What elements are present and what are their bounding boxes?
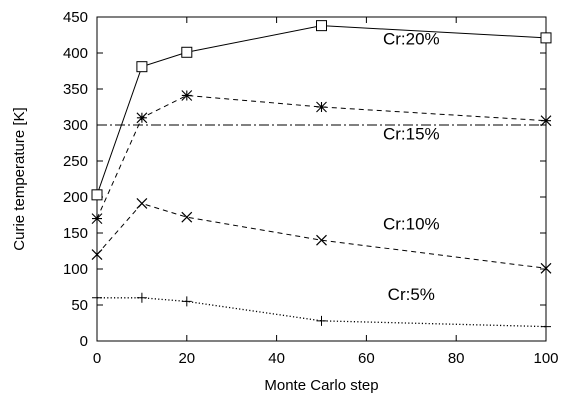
x-tick-label: 20 xyxy=(178,350,195,367)
x-tick-label: 0 xyxy=(93,350,101,367)
y-tick-label: 250 xyxy=(63,153,88,170)
series-1-point-3 xyxy=(316,101,327,113)
y-tick-label: 450 xyxy=(63,9,88,26)
series-3-point-0 xyxy=(92,292,102,303)
series-line-2 xyxy=(96,202,547,269)
y-tick-label: 400 xyxy=(63,45,88,62)
series-2-point-0 xyxy=(91,249,103,261)
series-1-point-1 xyxy=(136,112,148,124)
series-0-point-1 xyxy=(136,61,148,73)
y-tick-label: 300 xyxy=(63,117,88,134)
y-tick-label: 100 xyxy=(63,261,88,278)
series-3-point-2 xyxy=(181,296,192,307)
x-tick-label: 60 xyxy=(358,350,375,367)
plot-frame xyxy=(96,16,547,342)
series-3-point-4 xyxy=(541,321,551,332)
series-0-point-3 xyxy=(316,20,327,32)
x-tick-label: 40 xyxy=(268,350,285,367)
x-tick-label: 100 xyxy=(533,350,558,367)
series-annotation: Cr:5% xyxy=(388,285,435,304)
series-1-point-0 xyxy=(91,213,103,224)
x-tick-label: 80 xyxy=(448,350,465,367)
y-tick-label: 150 xyxy=(63,225,88,242)
series-1-point-2 xyxy=(181,90,193,101)
series-0-point-2 xyxy=(181,46,193,58)
y-tick-label: 200 xyxy=(63,189,88,206)
series-annotation: Cr:15% xyxy=(383,124,440,143)
x-axis-title: Monte Carlo step xyxy=(264,377,378,394)
series-2-point-2 xyxy=(181,211,193,223)
plot-layer: 0 50 100 150 200 250 300 350 400 450 0 20 40 60 80 100 C… xyxy=(63,9,559,367)
series-2-point-1 xyxy=(136,198,148,209)
series-3-point-1 xyxy=(136,292,147,303)
series-3-point-3 xyxy=(316,315,327,326)
y-axis-title: Curie temperature [K] xyxy=(11,107,28,250)
y-tick-label: 350 xyxy=(63,81,88,98)
series-annotation: Cr:10% xyxy=(383,214,440,233)
series-0-point-4 xyxy=(540,32,552,44)
series-annotation: Cr:20% xyxy=(383,29,440,48)
y-tick-label: 0 xyxy=(80,333,88,350)
series-0-point-0 xyxy=(91,189,103,201)
series-line-1 xyxy=(96,94,547,219)
series-1-point-4 xyxy=(540,115,552,127)
series-2-point-4 xyxy=(540,262,552,274)
series-2-point-3 xyxy=(316,234,327,246)
y-tick-label: 50 xyxy=(71,297,88,314)
